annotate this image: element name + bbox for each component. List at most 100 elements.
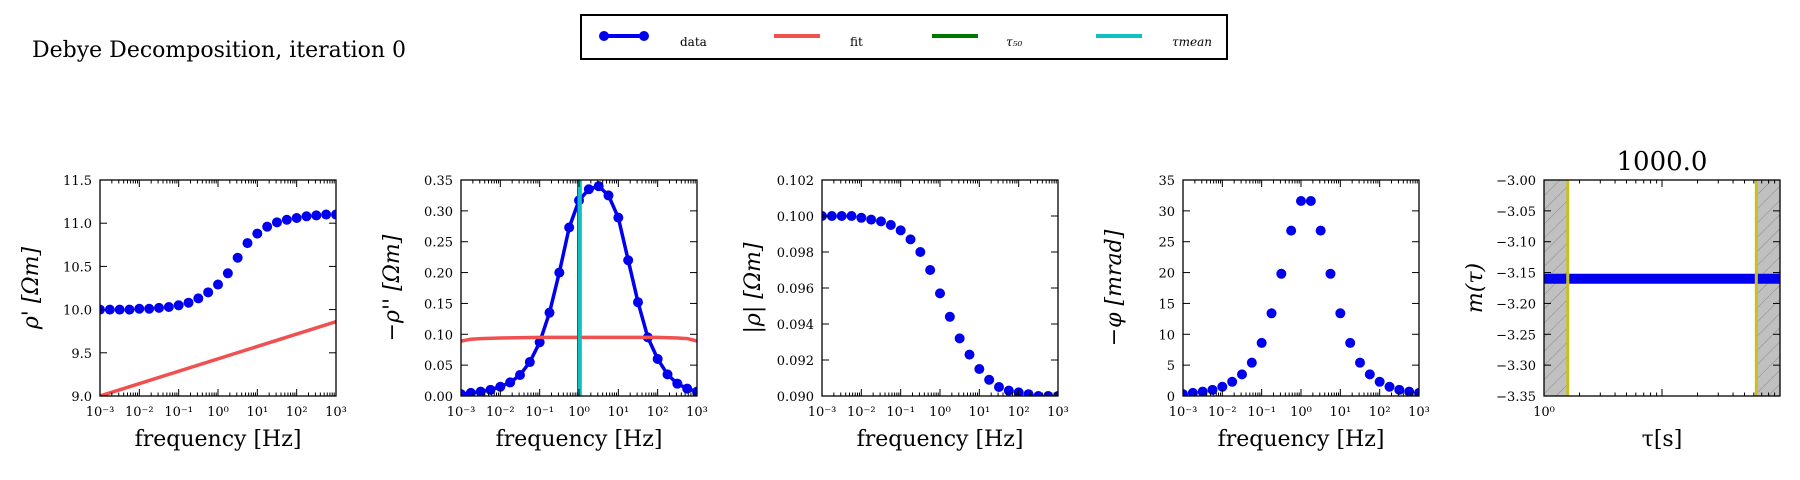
data-point — [895, 225, 906, 236]
x-tick-label: 10² — [286, 405, 308, 420]
x-tick-label: 10¹ — [968, 405, 990, 420]
data-point — [662, 369, 673, 380]
y-tick-label: 0.00 — [424, 390, 453, 405]
panel-rho-imag: 10⁻³ 10⁻² 10⁻¹ 10⁰ 10¹ 10² 10³ 0.00 0.05 0.10 0.15… — [380, 174, 708, 452]
figure-title: Debye Decomposition, iteration 0 — [32, 38, 407, 63]
x-tick-label: 10³ — [1408, 405, 1430, 420]
data-point — [866, 214, 877, 225]
data-point — [1286, 225, 1297, 236]
x-axis-label: frequency [Hz] — [135, 427, 302, 452]
y-tick-label: −3.15 — [1496, 267, 1536, 282]
data-point — [1296, 195, 1306, 206]
x-tick-label: 10⁰ — [1290, 405, 1312, 420]
data-point — [954, 333, 965, 344]
data-point — [672, 378, 683, 389]
data-point — [1305, 195, 1316, 206]
data-point — [682, 383, 693, 394]
data-point — [564, 222, 575, 233]
y-axis-label: −φ [mrad] — [1102, 229, 1127, 346]
data-point — [514, 370, 525, 381]
data-point — [1364, 369, 1375, 380]
y-tick-label: 9.5 — [71, 347, 92, 362]
data-point — [1207, 384, 1218, 395]
data-point — [1236, 369, 1247, 380]
x-axis-label: τ[s] — [1642, 427, 1683, 452]
y-tick-label: 0.092 — [777, 354, 814, 369]
data-point — [1374, 376, 1385, 387]
legend-taumean-label: τmean — [1172, 35, 1212, 49]
data-point — [262, 221, 273, 232]
data-point — [905, 234, 916, 245]
y-tick-label: −3.10 — [1496, 236, 1536, 251]
data-point — [465, 387, 476, 396]
data-point — [984, 374, 995, 385]
data-point — [281, 214, 292, 225]
x-tick-label: 10⁰ — [1533, 405, 1555, 420]
data-point — [134, 303, 145, 314]
legend: data fit τ₅₀ τmean — [580, 14, 1228, 60]
data-point — [925, 265, 936, 275]
x-tick-label: 10⁻¹ — [1247, 405, 1276, 420]
data-point — [885, 220, 896, 230]
y-tick-label: 35 — [1158, 174, 1175, 189]
y-tick-label: −3.30 — [1496, 359, 1536, 374]
data-point — [1325, 268, 1336, 279]
data-point — [1404, 386, 1415, 396]
x-axis-label: frequency [Hz] — [496, 427, 663, 452]
x-tick-label: 10¹ — [246, 405, 268, 420]
y-tick-label: 0.25 — [424, 236, 453, 251]
data-point — [623, 255, 634, 266]
data-point — [944, 311, 955, 322]
data-point — [875, 216, 886, 227]
data-point — [1345, 337, 1356, 348]
y-tick-label: −3.35 — [1496, 390, 1536, 405]
data-point — [1023, 389, 1034, 396]
data-point — [163, 302, 174, 313]
x-tick-label: 10² — [1008, 405, 1030, 420]
panel-rho-mag: 10⁻³ 10⁻² 10⁻¹ 10⁰ 10¹ 10² 10³ 0.090 0.092 0.094 0… — [741, 174, 1069, 452]
x-tick-label: 10³ — [1047, 405, 1069, 420]
data-point — [993, 382, 1004, 392]
y-axis-label: −ρ'' [Ωm] — [380, 234, 405, 341]
data-point — [252, 228, 263, 239]
data-point — [222, 268, 233, 279]
x-tick-label: 10² — [1369, 405, 1391, 420]
axes-frame — [1182, 179, 1420, 397]
data-point — [593, 181, 604, 192]
data-point — [1246, 357, 1257, 368]
shaded-region-0 — [1544, 180, 1568, 396]
data-point — [583, 184, 594, 195]
x-tick-label: 10⁻¹ — [525, 405, 554, 420]
plot-area-rho-imag — [461, 180, 697, 396]
data-point — [524, 357, 535, 368]
data-point — [114, 304, 125, 315]
data-point — [301, 211, 312, 222]
legend-tau50-label: τ₅₀ — [1006, 35, 1022, 49]
legend-data-marker-right — [639, 31, 649, 41]
y-tick-label: 15 — [1158, 297, 1175, 312]
data-point — [826, 211, 837, 221]
data-point — [144, 303, 155, 314]
x-tick-label: 10⁻¹ — [886, 405, 915, 420]
y-tick-label: −3.00 — [1496, 174, 1536, 189]
data-point — [183, 297, 194, 308]
y-tick-label: 0.090 — [777, 390, 814, 405]
data-point — [856, 212, 867, 223]
data-point — [544, 307, 555, 318]
y-tick-label: −3.25 — [1496, 328, 1536, 343]
x-tick-label: 10⁻³ — [86, 405, 115, 420]
data-point — [153, 302, 164, 313]
x-axis-label: frequency [Hz] — [857, 427, 1024, 452]
data-point — [1354, 357, 1365, 368]
y-axis-label: m(τ) — [1463, 263, 1488, 313]
x-tick-label: 10¹ — [607, 405, 629, 420]
y-tick-label: 10 — [1158, 328, 1175, 343]
data-point — [104, 304, 115, 315]
data-point — [321, 209, 332, 220]
plot-area-m-tau — [1544, 180, 1780, 396]
data-point — [124, 304, 135, 315]
x-tick-label: 10⁻³ — [1169, 405, 1198, 420]
data-point — [846, 211, 857, 221]
data-point — [935, 288, 945, 299]
data-point — [1227, 376, 1238, 387]
